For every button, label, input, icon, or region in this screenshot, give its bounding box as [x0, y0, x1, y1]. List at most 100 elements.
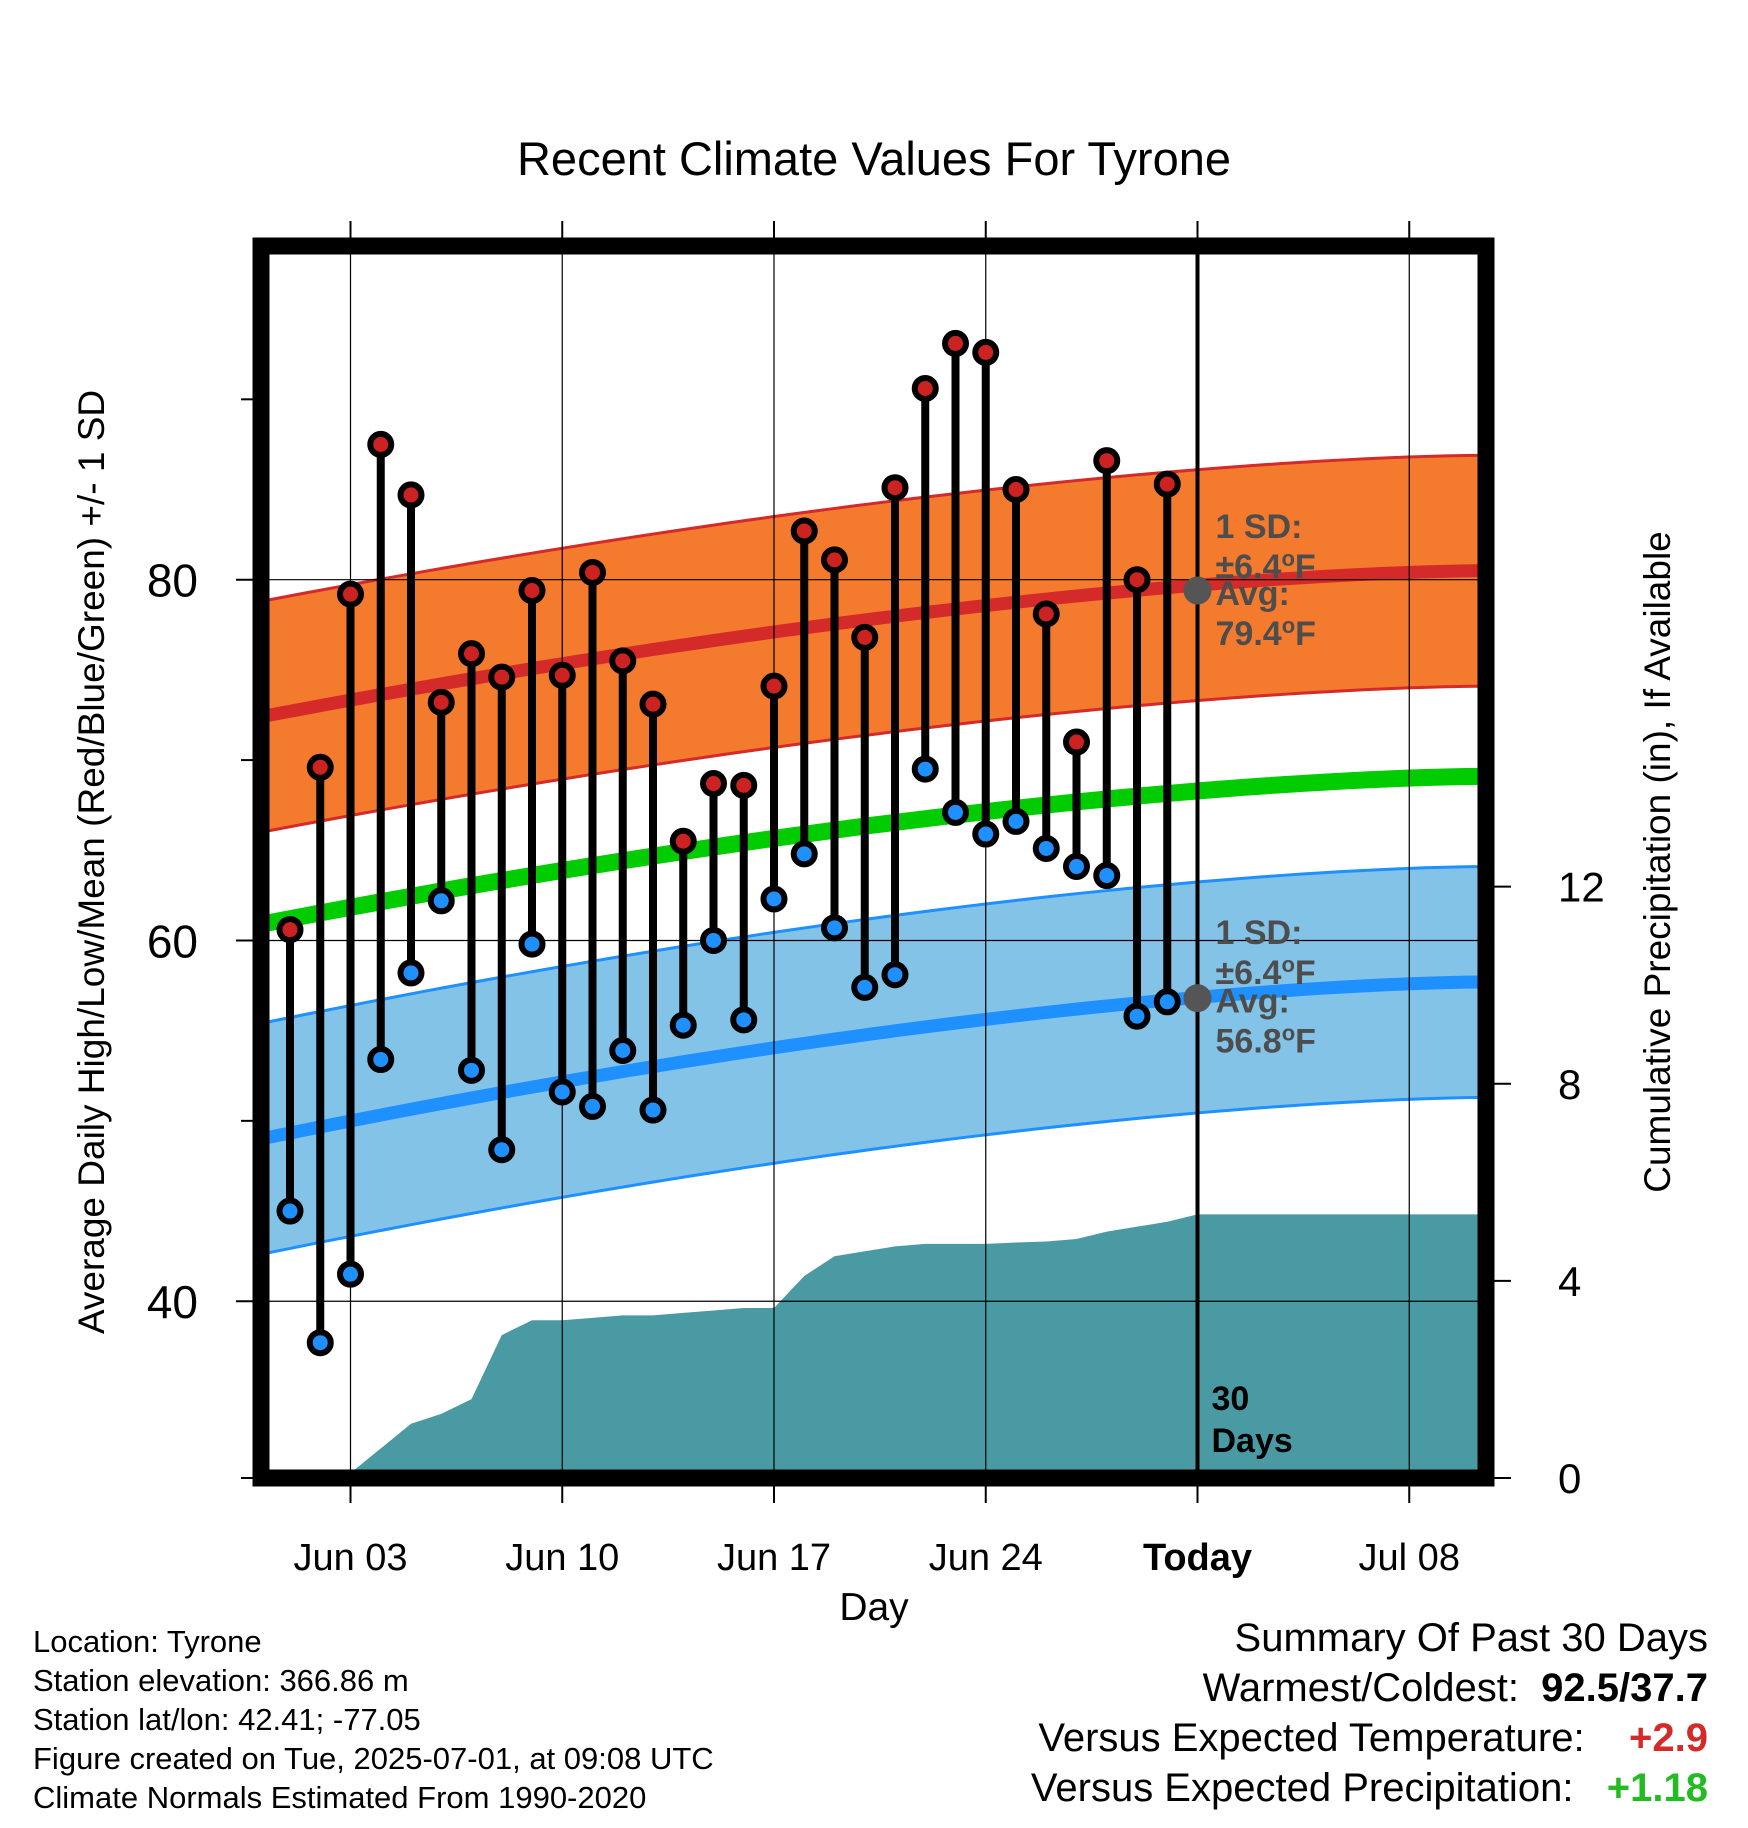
info-normals: Climate Normals Estimated From 1990-2020: [33, 1780, 647, 1815]
daily-low-point: [821, 914, 848, 942]
daily-low-point: [518, 930, 546, 958]
daily-high-point: [1153, 470, 1181, 498]
daily-low-point: [669, 1011, 697, 1039]
y-right-tick-label: 0: [1558, 1455, 1581, 1502]
daily-low-point: [972, 820, 1000, 848]
daily-high-point: [458, 640, 485, 668]
daily-low-point: [548, 1078, 576, 1106]
daily-low-point: [1123, 1002, 1151, 1030]
daily-low-point: [639, 1096, 667, 1124]
y-right-tick-label: 4: [1558, 1258, 1581, 1305]
low-sd-upper-line: [261, 865, 1486, 1025]
daily-high-point: [1032, 600, 1060, 628]
daily-high-point: [1002, 476, 1030, 504]
high-sd-label: 1 SD:: [1216, 508, 1303, 546]
daily-high-point: [306, 753, 334, 781]
daily-high-point: [821, 546, 848, 574]
info-latlon: Station lat/lon: 42.41; -77.05: [33, 1702, 421, 1737]
info-created: Figure created on Tue, 2025-07-01, at 09…: [33, 1741, 714, 1776]
daily-high-point: [1093, 447, 1121, 475]
x-tick-label: Jul 08: [1359, 1537, 1460, 1579]
daily-high-point: [337, 580, 364, 608]
x-tick-label: Jun 17: [717, 1537, 831, 1579]
daily-high-point: [790, 517, 818, 545]
daily-low-point: [367, 1046, 395, 1074]
normal-low-line: [261, 975, 1486, 1146]
y-right-tick-label: 12: [1558, 864, 1605, 911]
high-sd-upper-line: [261, 453, 1486, 603]
daily-high-point: [579, 558, 606, 586]
daily-low-point: [306, 1329, 334, 1357]
info-location: Location: Tyrone: [33, 1624, 262, 1659]
daily-high-point: [367, 430, 395, 458]
y-axis-right-label: Cumulative Precipitation (in), If Availa…: [1637, 531, 1678, 1193]
daily-low-point: [337, 1260, 364, 1288]
summary-warm-cold-value: 92.5/37.7: [1541, 1666, 1708, 1710]
info-elevation: Station elevation: 366.86 m: [33, 1663, 409, 1698]
daily-high-point: [1063, 728, 1090, 756]
daily-low-point: [579, 1092, 606, 1120]
daily-low-point: [1153, 988, 1181, 1016]
chart-title: Recent Climate Values For Tyrone: [517, 132, 1231, 185]
daily-low-point: [881, 961, 909, 989]
high-sd-lower-line: [261, 684, 1486, 834]
summary-precip-value: +1.18: [1606, 1766, 1708, 1810]
daily-low-point: [790, 840, 818, 868]
daily-high-point: [972, 338, 1000, 366]
x-tick-label: Jun 03: [293, 1537, 407, 1579]
daily-high-point: [881, 474, 909, 502]
x-tick-label: Jun 10: [505, 1537, 619, 1579]
daily-high-point: [609, 647, 637, 675]
daily-low-point: [276, 1197, 304, 1225]
low-sd-value: ±6.4oF: [1216, 952, 1316, 992]
daily-low-point: [1093, 862, 1121, 890]
high-avg-label: Avg:: [1216, 575, 1290, 613]
daily-high-point: [1123, 566, 1151, 594]
daily-high-point: [488, 663, 516, 691]
days-word-label: Days: [1212, 1422, 1293, 1460]
summary-temp: Versus Expected Temperature: +2.9: [1038, 1715, 1708, 1761]
daily-high-point: [730, 771, 758, 799]
daily-low-point: [427, 887, 455, 915]
low-sd-lower-line: [261, 1095, 1486, 1256]
daily-high-point: [911, 375, 939, 403]
daily-high-point: [518, 577, 546, 605]
normal-mean-line: [261, 767, 1486, 933]
plot-frame: [252, 237, 1495, 1487]
y-left-tick-label: 60: [147, 915, 198, 967]
normal-high-line: [261, 564, 1486, 724]
y-right-tick-label: 8: [1558, 1061, 1581, 1108]
daily-low-point: [700, 926, 727, 954]
daily-low-point: [397, 959, 425, 987]
daily-low-point: [488, 1136, 516, 1164]
summary-temp-value: +2.9: [1629, 1716, 1708, 1760]
summary-warm-cold-label: Warmest/Coldest:: [1202, 1666, 1519, 1710]
daily-low-point: [911, 755, 939, 783]
daily-low-point: [609, 1036, 637, 1064]
daily-low-point: [458, 1056, 485, 1084]
daily-high-point: [427, 688, 455, 716]
low-avg-label: Avg:: [1216, 983, 1290, 1021]
x-axis-label: Day: [839, 1586, 909, 1629]
high-sd-value: ±6.4oF: [1216, 546, 1316, 586]
y-left-tick-label: 40: [147, 1276, 198, 1328]
low-sd-label: 1 SD:: [1216, 914, 1303, 952]
daily-low-point: [1002, 807, 1030, 835]
daily-low-point: [730, 1006, 758, 1034]
daily-low-point: [1063, 853, 1090, 881]
summary-temp-label: Versus Expected Temperature:: [1038, 1716, 1585, 1760]
today-avg-low-marker: [1183, 984, 1212, 1013]
daily-low-point: [760, 885, 788, 913]
y-left-tick-label: 80: [147, 555, 198, 607]
summary-precip-label: Versus Expected Precipitation:: [1030, 1766, 1574, 1810]
daily-high-point: [669, 827, 697, 855]
summary-precip: Versus Expected Precipitation: +1.18: [1031, 1765, 1708, 1811]
precip-area: [274, 1214, 1486, 1478]
daily-low-point: [1032, 834, 1060, 862]
daily-high-point: [700, 770, 727, 798]
daily-high-point: [851, 623, 879, 651]
daily-high-point: [548, 661, 576, 689]
x-tick-label: Jun 24: [929, 1537, 1043, 1579]
today-avg-high-marker: [1183, 576, 1212, 605]
